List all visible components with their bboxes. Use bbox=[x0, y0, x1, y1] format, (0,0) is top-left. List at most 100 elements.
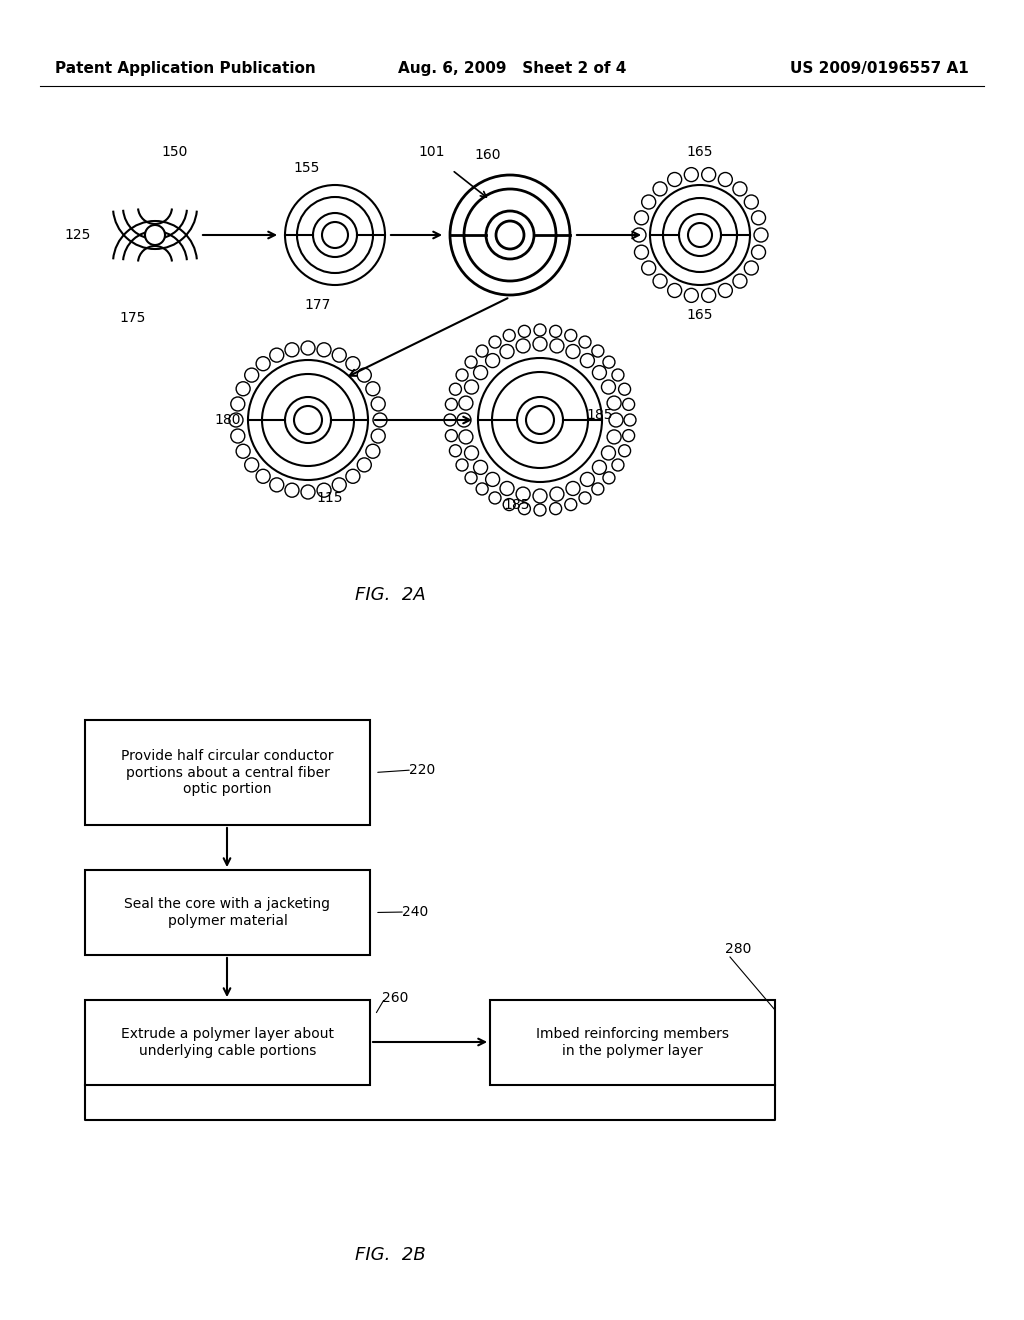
Circle shape bbox=[733, 275, 746, 288]
Circle shape bbox=[457, 413, 471, 426]
Circle shape bbox=[632, 228, 646, 242]
Circle shape bbox=[492, 372, 588, 469]
Circle shape bbox=[464, 189, 556, 281]
Text: 115: 115 bbox=[316, 491, 343, 506]
Circle shape bbox=[688, 223, 712, 247]
Circle shape bbox=[719, 173, 732, 186]
Circle shape bbox=[489, 492, 501, 504]
Circle shape bbox=[450, 383, 462, 395]
Circle shape bbox=[450, 445, 462, 457]
Circle shape bbox=[230, 429, 245, 444]
Circle shape bbox=[679, 214, 721, 256]
Circle shape bbox=[518, 325, 530, 338]
Text: 150: 150 bbox=[162, 145, 188, 158]
Circle shape bbox=[285, 483, 299, 498]
Circle shape bbox=[317, 343, 331, 356]
Circle shape bbox=[489, 337, 501, 348]
Circle shape bbox=[534, 504, 546, 516]
Circle shape bbox=[534, 337, 547, 351]
Text: 177: 177 bbox=[305, 298, 331, 312]
Circle shape bbox=[566, 345, 580, 359]
Circle shape bbox=[256, 356, 270, 371]
Circle shape bbox=[612, 459, 624, 471]
Circle shape bbox=[485, 354, 500, 367]
FancyBboxPatch shape bbox=[85, 719, 370, 825]
Circle shape bbox=[565, 330, 577, 342]
Circle shape bbox=[601, 446, 615, 459]
Text: Seal the core with a jacketing
polymer material: Seal the core with a jacketing polymer m… bbox=[125, 898, 331, 928]
Circle shape bbox=[486, 211, 534, 259]
Circle shape bbox=[719, 284, 732, 297]
Circle shape bbox=[752, 246, 766, 259]
Circle shape bbox=[465, 380, 478, 395]
Text: Extrude a polymer layer about
underlying cable portions: Extrude a polymer layer about underlying… bbox=[121, 1027, 334, 1057]
Circle shape bbox=[635, 211, 648, 224]
Circle shape bbox=[465, 446, 478, 459]
Circle shape bbox=[701, 288, 716, 302]
Circle shape bbox=[262, 374, 354, 466]
Circle shape bbox=[503, 330, 515, 342]
Circle shape bbox=[285, 397, 331, 444]
Text: 155: 155 bbox=[294, 161, 321, 176]
Circle shape bbox=[684, 168, 698, 182]
Circle shape bbox=[476, 345, 488, 356]
Circle shape bbox=[684, 288, 698, 302]
Circle shape bbox=[366, 381, 380, 396]
Circle shape bbox=[754, 228, 768, 242]
Circle shape bbox=[346, 470, 359, 483]
Circle shape bbox=[550, 487, 564, 502]
Circle shape bbox=[237, 445, 250, 458]
Circle shape bbox=[357, 458, 372, 471]
Circle shape bbox=[744, 261, 759, 275]
Text: US 2009/0196557 A1: US 2009/0196557 A1 bbox=[791, 61, 969, 75]
Text: Provide half circular conductor
portions about a central fiber
optic portion: Provide half circular conductor portions… bbox=[121, 750, 334, 796]
Circle shape bbox=[593, 461, 606, 474]
Circle shape bbox=[663, 198, 737, 272]
Text: 125: 125 bbox=[65, 228, 91, 242]
Text: FIG.  2B: FIG. 2B bbox=[354, 1246, 425, 1265]
Circle shape bbox=[744, 195, 759, 209]
Circle shape bbox=[752, 211, 766, 224]
Circle shape bbox=[346, 356, 359, 371]
Circle shape bbox=[503, 499, 515, 511]
Circle shape bbox=[526, 407, 554, 434]
Text: 260: 260 bbox=[382, 991, 409, 1005]
Circle shape bbox=[500, 345, 514, 359]
Text: 165: 165 bbox=[687, 308, 714, 322]
Circle shape bbox=[516, 487, 530, 502]
Text: 185: 185 bbox=[504, 498, 530, 512]
Text: Aug. 6, 2009   Sheet 2 of 4: Aug. 6, 2009 Sheet 2 of 4 bbox=[397, 61, 627, 75]
Circle shape bbox=[650, 185, 750, 285]
Circle shape bbox=[642, 195, 655, 209]
Circle shape bbox=[371, 429, 385, 444]
Circle shape bbox=[357, 368, 372, 381]
Circle shape bbox=[269, 348, 284, 362]
Circle shape bbox=[332, 348, 346, 362]
Circle shape bbox=[301, 484, 315, 499]
Circle shape bbox=[301, 341, 315, 355]
Text: 160: 160 bbox=[475, 148, 502, 162]
Text: Imbed reinforcing members
in the polymer layer: Imbed reinforcing members in the polymer… bbox=[536, 1027, 729, 1057]
Text: 175: 175 bbox=[120, 312, 146, 325]
Circle shape bbox=[496, 220, 524, 249]
Circle shape bbox=[579, 492, 591, 504]
Circle shape bbox=[285, 185, 385, 285]
Circle shape bbox=[668, 284, 682, 297]
Circle shape bbox=[623, 399, 635, 411]
Text: FIG.  2A: FIG. 2A bbox=[354, 586, 425, 605]
Circle shape bbox=[653, 182, 667, 195]
Text: 280: 280 bbox=[725, 942, 752, 956]
Circle shape bbox=[534, 323, 546, 337]
Circle shape bbox=[485, 473, 500, 486]
Circle shape bbox=[623, 429, 635, 442]
Circle shape bbox=[450, 176, 570, 294]
Circle shape bbox=[701, 168, 716, 182]
Circle shape bbox=[603, 471, 615, 484]
Circle shape bbox=[459, 396, 473, 411]
Circle shape bbox=[294, 407, 322, 434]
Text: 240: 240 bbox=[401, 906, 428, 919]
Circle shape bbox=[322, 222, 348, 248]
Circle shape bbox=[668, 173, 682, 186]
Circle shape bbox=[612, 370, 624, 381]
Circle shape bbox=[366, 445, 380, 458]
